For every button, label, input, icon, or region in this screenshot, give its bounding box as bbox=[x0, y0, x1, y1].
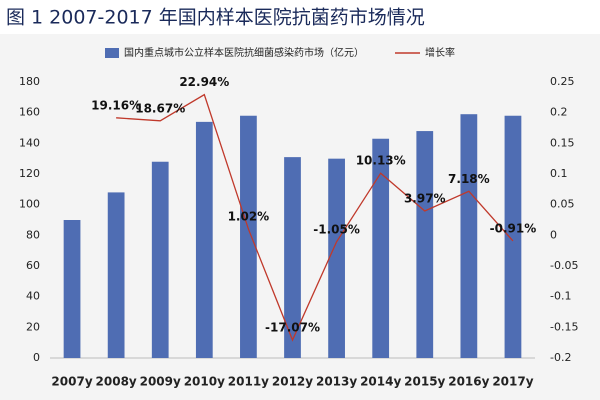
y-tick-label: 100 bbox=[19, 198, 40, 211]
y-tick-label: 120 bbox=[19, 167, 40, 180]
x-tick-label: 2014y bbox=[360, 375, 401, 389]
bar bbox=[372, 138, 390, 358]
x-tick-label: 2008y bbox=[96, 375, 137, 389]
x-tick-label: 2013y bbox=[316, 375, 357, 389]
y-tick-label: 60 bbox=[26, 259, 40, 272]
data-label: 22.94% bbox=[179, 75, 229, 89]
title-band bbox=[0, 0, 600, 34]
data-label: 3.97% bbox=[404, 191, 446, 205]
x-tick-label: 2009y bbox=[140, 375, 181, 389]
y2-tick-label: -0.15 bbox=[550, 320, 578, 333]
y2-tick-label: -0.05 bbox=[550, 259, 578, 272]
bar bbox=[240, 115, 257, 358]
y2-tick-label: -0.1 bbox=[550, 290, 571, 303]
y-tick-label: 80 bbox=[26, 228, 40, 241]
data-label: 18.67% bbox=[135, 101, 185, 115]
y-tick-label: 40 bbox=[26, 290, 40, 303]
bar bbox=[284, 157, 301, 358]
y-tick-label: 0 bbox=[33, 351, 40, 364]
x-tick-label: 2017y bbox=[492, 375, 533, 389]
bar bbox=[195, 121, 213, 358]
y-tick-label: 160 bbox=[19, 106, 40, 119]
legend-label: 增长率 bbox=[425, 46, 455, 59]
bar bbox=[107, 192, 125, 358]
x-tick-label: 2007y bbox=[51, 375, 92, 389]
x-tick-label: 2012y bbox=[272, 375, 313, 389]
y2-tick-label: 0.2 bbox=[550, 106, 568, 119]
y2-tick-label: 0 bbox=[550, 228, 557, 241]
line bbox=[116, 93, 514, 342]
data-label: -1.05% bbox=[313, 222, 360, 236]
bar bbox=[328, 158, 345, 358]
data-label: -0.91% bbox=[490, 221, 537, 235]
y2-tick-label: -0.2 bbox=[550, 351, 571, 364]
data-label: 19.16% bbox=[91, 98, 141, 112]
bar bbox=[460, 114, 478, 358]
y2-tick-label: 0.25 bbox=[550, 75, 575, 88]
y2-tick-label: 0.05 bbox=[550, 198, 575, 211]
data-label: 10.13% bbox=[356, 154, 406, 168]
x-tick-label: 2015y bbox=[404, 375, 445, 389]
chart-title: 图 1 2007-2017 年国内样本医院抗菌药市场情况 bbox=[6, 7, 425, 29]
y-tick-label: 140 bbox=[19, 136, 40, 149]
y2-tick-label: 0.15 bbox=[550, 136, 575, 149]
x-tick-label: 2016y bbox=[448, 375, 489, 389]
data-label: -17.07% bbox=[265, 321, 320, 335]
x-tick-label: 2011y bbox=[228, 375, 269, 389]
y2-tick-label: 0.1 bbox=[550, 167, 568, 180]
legend-swatch bbox=[105, 48, 119, 58]
bar bbox=[504, 115, 522, 358]
legend-label: 国内重点城市公立样本医院抗细菌感染药市场（亿元） bbox=[124, 46, 364, 59]
bar bbox=[63, 220, 81, 358]
bar bbox=[151, 161, 169, 358]
y-tick-label: 180 bbox=[19, 75, 40, 88]
data-label: 1.02% bbox=[228, 210, 270, 224]
data-label: 7.18% bbox=[448, 172, 490, 186]
x-tick-label: 2010y bbox=[184, 375, 225, 389]
bar bbox=[416, 131, 434, 358]
y-tick-label: 20 bbox=[26, 320, 40, 333]
